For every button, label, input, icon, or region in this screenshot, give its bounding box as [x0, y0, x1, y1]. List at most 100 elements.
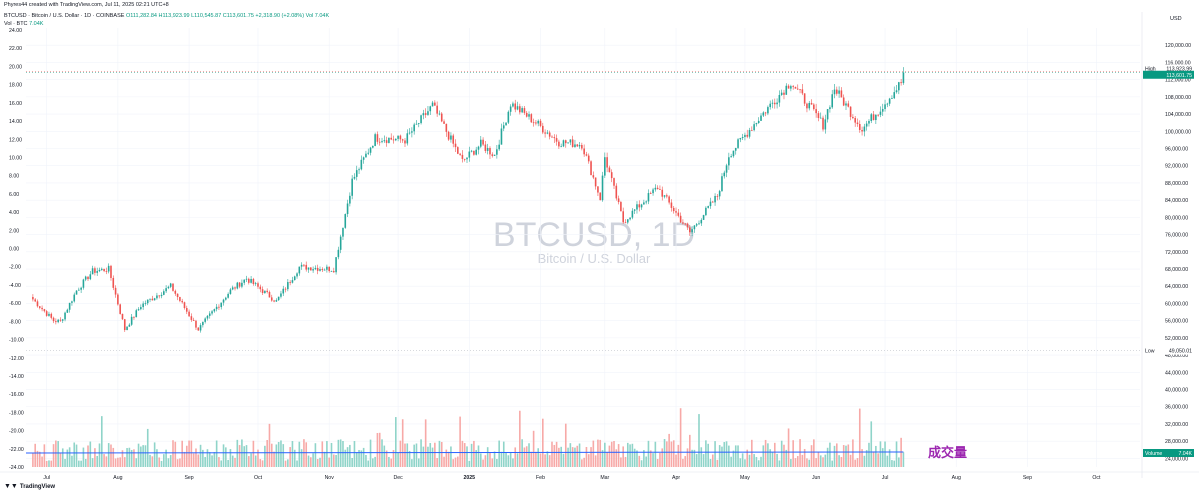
candle	[335, 257, 337, 273]
candle	[656, 187, 659, 190]
candle	[222, 299, 225, 303]
volume-bar	[587, 454, 590, 467]
volume-bar	[581, 459, 583, 467]
candle	[863, 126, 866, 132]
volume-bar	[401, 419, 404, 467]
candle	[875, 114, 877, 121]
symbol-title[interactable]: BTCUSD · Bitcoin / U.S. Dollar · 1D · CO…	[4, 13, 125, 19]
candle	[702, 215, 705, 220]
candle	[112, 277, 115, 288]
volume-bar	[858, 408, 861, 467]
volume-bar	[553, 444, 556, 467]
volume-bar	[376, 432, 379, 467]
volume-bar	[114, 458, 117, 467]
volume-bar	[824, 454, 827, 467]
volume-bar	[264, 445, 266, 467]
candle	[82, 279, 85, 288]
candle	[856, 122, 859, 125]
volume-bar	[546, 451, 549, 467]
volume-bar	[794, 458, 797, 467]
volume-bar	[484, 455, 487, 467]
volume-bar	[169, 455, 172, 467]
volume-bar	[670, 441, 673, 467]
time-tick-label: Apr	[672, 475, 680, 481]
time-tick-label: Sep	[184, 475, 193, 481]
volume-legend-title[interactable]: Vol · BTC	[4, 21, 28, 27]
volume-bar	[686, 448, 689, 467]
candle	[826, 109, 829, 120]
candle	[100, 268, 103, 270]
left-tick-label: -8.00	[9, 319, 21, 325]
candle	[858, 124, 861, 130]
volume-bar	[615, 449, 618, 467]
volume-bar	[539, 453, 542, 467]
volume-bar	[215, 440, 218, 467]
time-tick-label: May	[740, 475, 750, 481]
candle	[780, 92, 783, 95]
time-axis[interactable]: Jul Aug Sep Oct Nov Dec 2025 Feb Mar Apr May Jun Jul…	[0, 471, 1199, 481]
price-tick-label: 96,000.00	[1165, 147, 1188, 153]
time-tick-label: Jul	[882, 475, 889, 481]
volume-bar	[872, 451, 875, 467]
volume-bar	[647, 440, 650, 467]
watermark-subtitle: Bitcoin / U.S. Dollar	[538, 251, 651, 266]
volume-bar	[280, 440, 282, 467]
volume-bar	[461, 440, 464, 467]
volume-bar	[475, 450, 477, 467]
candle	[691, 229, 693, 233]
volume-bar	[792, 440, 794, 467]
volume-bar	[574, 447, 576, 467]
candle	[514, 103, 517, 110]
tradingview-logo[interactable]: ▼▼ TradingView	[4, 483, 55, 490]
candle	[507, 111, 510, 123]
volume-bar	[45, 460, 48, 467]
candle	[254, 283, 257, 285]
volume-bar	[270, 443, 273, 467]
candle	[686, 223, 689, 228]
volume-bar	[507, 455, 510, 467]
candle	[633, 209, 636, 211]
volume-bar	[319, 457, 321, 467]
left-tick-label: 12.00	[9, 137, 22, 143]
candle	[114, 287, 117, 295]
volume-bar	[771, 452, 774, 467]
candle	[135, 310, 138, 318]
candle	[167, 286, 170, 289]
candle	[300, 264, 303, 267]
candle	[227, 293, 229, 298]
volume-bar	[888, 449, 891, 467]
volume-bar	[266, 440, 268, 467]
candle	[829, 107, 831, 110]
volume-bar	[457, 456, 459, 467]
volume-bar	[711, 454, 714, 467]
price-tick-label: 72,000.00	[1165, 250, 1188, 256]
candle	[884, 104, 886, 110]
volume-bar	[66, 449, 69, 467]
volume-bar	[293, 449, 296, 467]
candle	[539, 120, 542, 126]
time-tick-label: Oct	[254, 475, 263, 481]
candle	[569, 139, 572, 143]
candle	[512, 103, 514, 107]
candle	[32, 296, 34, 300]
candle	[886, 103, 889, 105]
volume-bar	[762, 445, 765, 467]
volume-bar	[753, 454, 755, 467]
candle	[785, 85, 788, 95]
candle	[238, 282, 241, 287]
candle	[898, 82, 900, 91]
candle	[185, 308, 188, 312]
candle	[266, 290, 268, 292]
time-tick-label: Mar	[600, 475, 609, 481]
price-axis[interactable]: 24,000.00 28,000.00 32,000.00 36,000.00 40,0…	[1141, 12, 1191, 478]
candle	[840, 90, 843, 98]
candle	[34, 299, 36, 302]
candle	[397, 135, 399, 139]
candle	[486, 147, 489, 151]
volume-bar	[261, 460, 264, 467]
candle	[45, 311, 48, 316]
volume-bar	[231, 455, 234, 467]
volume-bar	[500, 451, 503, 467]
volume-bar	[307, 455, 310, 467]
